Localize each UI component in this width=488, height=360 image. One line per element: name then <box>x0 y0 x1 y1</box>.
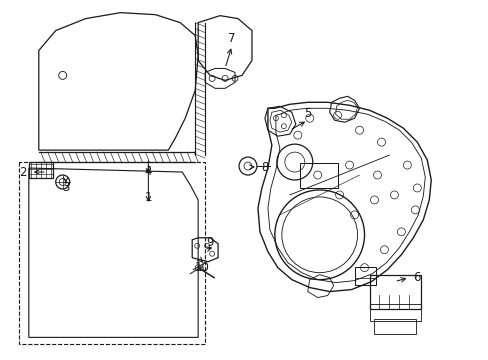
Text: 3: 3 <box>62 181 69 194</box>
Text: 9: 9 <box>206 236 213 249</box>
Text: 2: 2 <box>19 166 26 179</box>
Text: 8: 8 <box>261 161 268 174</box>
Text: 7: 7 <box>228 32 235 45</box>
Text: 6: 6 <box>413 271 420 284</box>
Bar <box>354 267 376 285</box>
Bar <box>299 163 337 188</box>
Text: 5: 5 <box>304 107 311 120</box>
Bar <box>29 162 53 178</box>
Text: 1: 1 <box>144 192 152 204</box>
Text: 10: 10 <box>194 261 209 274</box>
Text: 4: 4 <box>144 165 152 177</box>
Bar <box>369 303 421 321</box>
Bar <box>374 319 415 334</box>
Bar <box>369 275 421 310</box>
